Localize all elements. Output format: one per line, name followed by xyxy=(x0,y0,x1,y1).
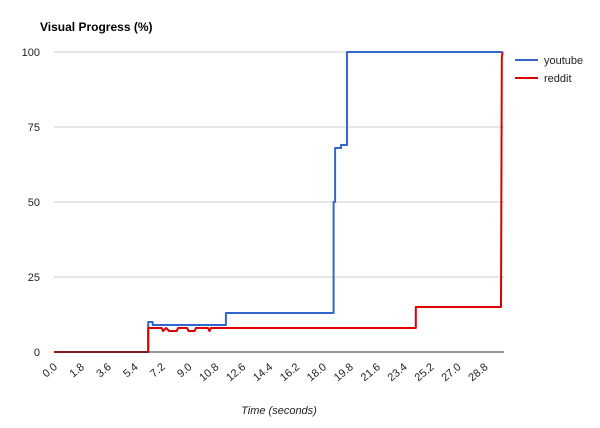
x-axis-title: Time (seconds) xyxy=(241,405,317,417)
x-tick-label: 19.8 xyxy=(332,361,356,384)
chart-title: Visual Progress (%) xyxy=(40,20,153,34)
x-tick-label: 0.0 xyxy=(40,361,59,380)
x-tick-label: 14.4 xyxy=(251,361,275,384)
x-tick-label: 28.8 xyxy=(466,361,490,384)
y-tick-label: 100 xyxy=(22,47,40,59)
series-line-youtube xyxy=(54,51,503,353)
x-tick-label: 1.8 xyxy=(67,361,86,380)
x-tick-label: 21.6 xyxy=(359,361,383,384)
x-tick-label: 25.2 xyxy=(413,361,437,384)
x-tick-label: 16.2 xyxy=(278,361,302,384)
x-axis-ticks: 0.0 1.8 3.6 5.4 7.2 9.0 10.8 12.6 14.4 16.2 18.0 19… xyxy=(40,361,490,384)
legend-label: youtube xyxy=(544,55,583,67)
x-tick-label: 12.6 xyxy=(224,361,248,384)
series-lines xyxy=(54,51,504,353)
x-tick-label: 9.0 xyxy=(175,361,194,380)
y-tick-label: 75 xyxy=(28,122,40,134)
x-tick-label: 23.4 xyxy=(386,361,410,384)
x-tick-label: 7.2 xyxy=(148,361,167,380)
legend-label: reddit xyxy=(544,73,572,85)
y-tick-label: 50 xyxy=(28,197,40,209)
x-tick-label: 18.0 xyxy=(305,361,329,384)
x-tick-label: 5.4 xyxy=(121,361,140,380)
gridlines xyxy=(54,51,504,278)
y-tick-label: 25 xyxy=(28,272,40,284)
y-tick-label: 0 xyxy=(34,347,40,359)
legend: youtube reddit xyxy=(515,55,583,85)
y-axis-ticks: 0 25 50 75 100 xyxy=(22,47,40,359)
x-tick-label: 3.6 xyxy=(94,361,113,380)
x-tick-label: 10.8 xyxy=(197,361,221,384)
x-tick-label: 27.0 xyxy=(439,361,463,384)
series-line-reddit xyxy=(54,51,504,353)
